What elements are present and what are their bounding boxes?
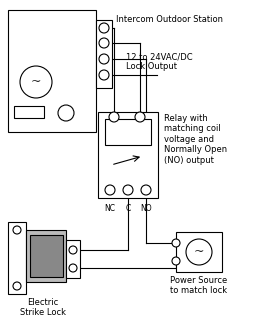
Circle shape [20, 66, 52, 98]
Text: Relay with
matching coil
voltage and
Normally Open
(NO) output: Relay with matching coil voltage and Nor… [164, 114, 227, 165]
Bar [14, 106, 44, 118]
Circle shape [69, 264, 77, 272]
Text: C: C [125, 204, 131, 213]
Text: Intercom Outdoor Station: Intercom Outdoor Station [116, 15, 223, 24]
Bar [105, 119, 151, 145]
Circle shape [105, 185, 115, 195]
Circle shape [99, 70, 109, 80]
Circle shape [99, 54, 109, 64]
Text: NC: NC [104, 204, 115, 213]
Circle shape [123, 185, 133, 195]
Circle shape [13, 282, 21, 290]
Circle shape [186, 239, 212, 265]
Text: 12 to 24VAC/DC
Lock Output: 12 to 24VAC/DC Lock Output [126, 52, 193, 71]
Bar [98, 112, 158, 198]
Text: NO: NO [140, 204, 152, 213]
Circle shape [58, 105, 74, 121]
Circle shape [13, 226, 21, 234]
Bar [8, 222, 26, 294]
Bar [30, 235, 63, 277]
Circle shape [135, 112, 145, 122]
Circle shape [141, 185, 151, 195]
Circle shape [99, 23, 109, 33]
Text: ~: ~ [194, 245, 204, 258]
Bar [66, 240, 80, 278]
Text: ~: ~ [31, 75, 41, 88]
Bar [26, 230, 66, 282]
Circle shape [172, 239, 180, 247]
Text: Power Source
to match lock: Power Source to match lock [170, 276, 227, 295]
Text: Electric
Strike Lock: Electric Strike Lock [20, 298, 66, 317]
Circle shape [109, 112, 119, 122]
Circle shape [99, 38, 109, 48]
Circle shape [172, 257, 180, 265]
Bar [8, 10, 96, 132]
Bar [96, 20, 112, 88]
Bar [176, 232, 222, 272]
Circle shape [69, 246, 77, 254]
